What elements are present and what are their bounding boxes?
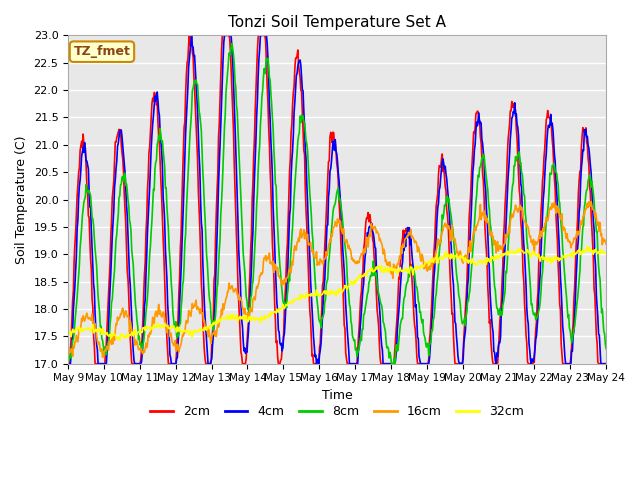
X-axis label: Time: Time <box>322 389 353 402</box>
8cm <box>388 361 396 367</box>
8cm <box>404 279 412 285</box>
4cm <box>221 33 228 38</box>
4cm <box>64 361 72 367</box>
32cm <box>64 327 72 333</box>
16cm <box>403 233 411 239</box>
Legend: 2cm, 4cm, 8cm, 16cm, 32cm: 2cm, 4cm, 8cm, 16cm, 32cm <box>145 400 529 423</box>
32cm <box>403 268 411 274</box>
8cm <box>420 329 428 335</box>
32cm <box>185 327 193 333</box>
8cm <box>64 360 72 365</box>
32cm <box>602 250 610 256</box>
Y-axis label: Soil Temperature (C): Soil Temperature (C) <box>15 135 28 264</box>
4cm <box>602 361 610 367</box>
4cm <box>212 259 220 264</box>
8cm <box>602 346 610 351</box>
32cm <box>419 264 427 270</box>
2cm <box>64 361 72 367</box>
2cm <box>419 361 427 367</box>
16cm <box>213 326 221 332</box>
16cm <box>130 333 138 339</box>
2cm <box>74 182 82 188</box>
2cm <box>184 57 192 62</box>
16cm <box>74 339 82 345</box>
Text: TZ_fmet: TZ_fmet <box>74 45 131 58</box>
8cm <box>184 176 192 181</box>
16cm <box>602 241 610 247</box>
4cm <box>129 348 137 353</box>
Line: 16cm: 16cm <box>68 202 606 357</box>
Line: 32cm: 32cm <box>68 247 606 340</box>
16cm <box>585 199 593 204</box>
2cm <box>213 188 221 194</box>
16cm <box>99 354 106 360</box>
4cm <box>184 85 192 91</box>
Line: 2cm: 2cm <box>68 36 606 364</box>
32cm <box>584 244 591 250</box>
16cm <box>185 308 193 313</box>
16cm <box>419 254 427 260</box>
4cm <box>74 217 82 223</box>
8cm <box>74 283 82 289</box>
4cm <box>419 361 427 367</box>
8cm <box>129 262 137 267</box>
32cm <box>74 325 82 331</box>
32cm <box>130 329 138 335</box>
32cm <box>213 320 221 326</box>
Line: 8cm: 8cm <box>68 44 606 364</box>
16cm <box>64 346 72 352</box>
32cm <box>116 337 124 343</box>
8cm <box>228 41 236 47</box>
8cm <box>212 301 220 307</box>
Line: 4cm: 4cm <box>68 36 606 364</box>
2cm <box>129 361 137 367</box>
2cm <box>403 230 411 236</box>
Title: Tonzi Soil Temperature Set A: Tonzi Soil Temperature Set A <box>228 15 446 30</box>
4cm <box>403 232 411 238</box>
2cm <box>186 33 193 38</box>
2cm <box>602 361 610 367</box>
